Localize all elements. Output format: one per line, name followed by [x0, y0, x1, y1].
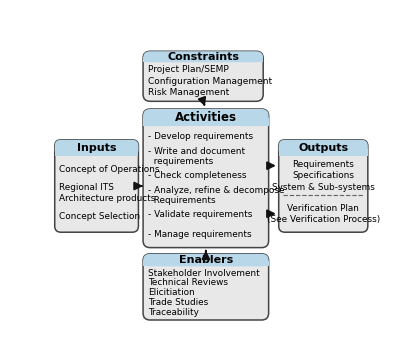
FancyBboxPatch shape [143, 254, 268, 320]
FancyBboxPatch shape [279, 140, 368, 232]
Text: Activities: Activities [175, 111, 237, 124]
Text: Constraints: Constraints [167, 52, 239, 62]
FancyBboxPatch shape [143, 51, 263, 101]
Text: - Write and document
  requirements: - Write and document requirements [148, 147, 245, 166]
Text: - Manage requirements: - Manage requirements [148, 230, 252, 239]
Bar [143, 118, 268, 126]
Text: Inputs: Inputs [77, 143, 116, 153]
Text: - Validate requirements: - Validate requirements [148, 211, 252, 220]
Bar [143, 57, 263, 62]
Text: Traceability: Traceability [148, 308, 199, 317]
FancyBboxPatch shape [55, 140, 138, 156]
FancyBboxPatch shape [143, 109, 268, 248]
FancyBboxPatch shape [55, 140, 138, 232]
Text: - Check completeness: - Check completeness [148, 171, 246, 180]
Text: Stakeholder Involvement: Stakeholder Involvement [148, 269, 259, 278]
Bar [279, 149, 368, 156]
Bar [143, 261, 268, 266]
Bar [55, 149, 138, 156]
Text: Project Plan/SEMP: Project Plan/SEMP [148, 65, 228, 74]
FancyBboxPatch shape [143, 109, 268, 126]
FancyBboxPatch shape [279, 140, 368, 156]
Text: Risk Management: Risk Management [148, 88, 229, 97]
FancyBboxPatch shape [143, 51, 263, 62]
Text: Trade Studies: Trade Studies [148, 298, 208, 307]
Text: Enablers: Enablers [179, 255, 233, 265]
Text: Elicitiation: Elicitiation [148, 288, 195, 297]
Text: - Analyze, refine & decompose
  Requirements: - Analyze, refine & decompose Requiremen… [148, 186, 284, 205]
Text: Verification Plan
(See Verification Process): Verification Plan (See Verification Proc… [267, 204, 380, 224]
Text: Technical Reviews: Technical Reviews [148, 278, 228, 287]
Text: Concept of Operations: Concept of Operations [59, 164, 160, 174]
FancyBboxPatch shape [143, 254, 268, 266]
Text: Requirements
Specifications
System & Sub-systems: Requirements Specifications System & Sub… [272, 160, 375, 192]
Text: - Develop requirements: - Develop requirements [148, 132, 253, 141]
Text: Outputs: Outputs [298, 143, 348, 153]
Text: Regional ITS
Architecture products: Regional ITS Architecture products [59, 183, 156, 203]
Text: Concept Selection: Concept Selection [59, 212, 140, 221]
Text: Configuration Management: Configuration Management [148, 77, 272, 86]
